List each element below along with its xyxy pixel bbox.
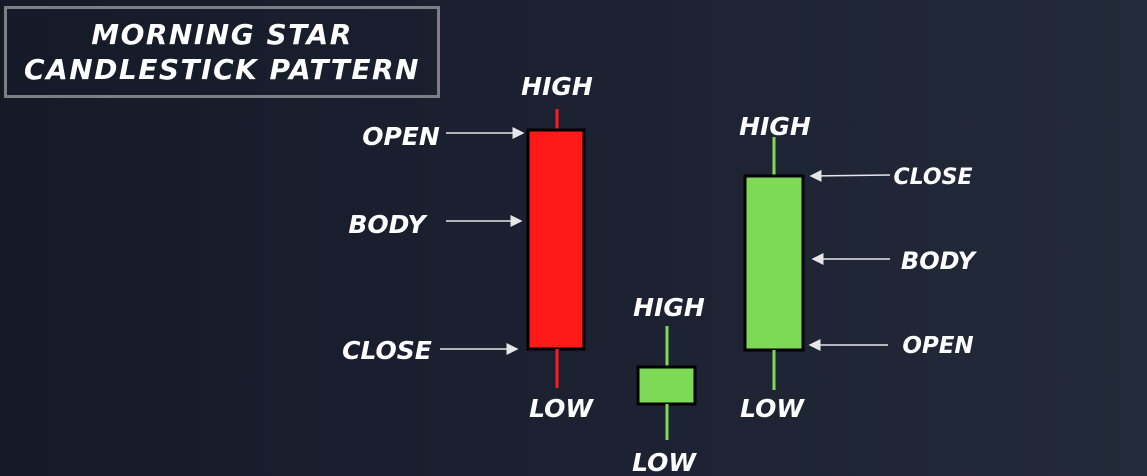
bearish-low-label: LOW [529, 394, 594, 423]
bearish-body-label: BODY [348, 210, 428, 239]
bearish-body [526, 128, 586, 351]
title-box: MORNING STAR CANDLESTICK PATTERN [4, 6, 440, 98]
star-candle [636, 326, 697, 440]
bearish-high-label: HIGH [521, 72, 593, 101]
annotation-arrows [440, 127, 891, 355]
bullish-low-label: LOW [740, 394, 805, 423]
bullish-body-label: BODY [901, 247, 978, 275]
bearish-close-label: CLOSE [342, 336, 432, 365]
bearish-candle [526, 109, 586, 388]
star-high-label: HIGH [633, 293, 705, 322]
bullish-close-label: CLOSE [894, 165, 973, 190]
bullish-high-label: HIGH [739, 112, 811, 141]
bullish-candle [743, 137, 805, 390]
bearish-open-label: OPEN [362, 122, 440, 151]
title-line-1: MORNING STAR [91, 18, 353, 51]
title-line-2: CANDLESTICK PATTERN [24, 53, 420, 86]
star-body [636, 365, 697, 406]
bullish-body [743, 174, 805, 352]
bullish-open-label: OPEN [902, 333, 973, 359]
star-low-label: LOW [632, 448, 697, 476]
bullish-close-arrow [809, 169, 891, 182]
